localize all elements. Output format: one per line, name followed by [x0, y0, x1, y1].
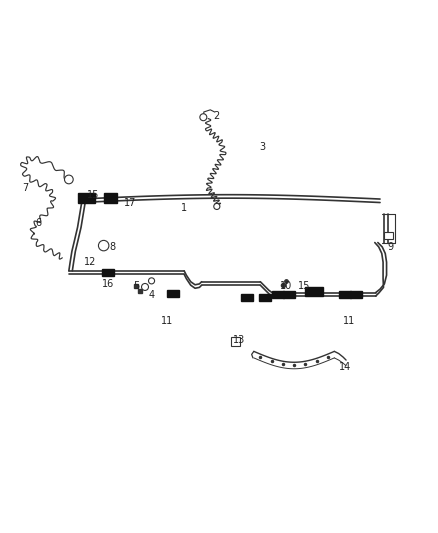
Bar: [272, 291, 284, 298]
Text: 6: 6: [35, 218, 42, 228]
Circle shape: [200, 114, 207, 120]
Bar: [385, 232, 393, 239]
Text: 13: 13: [233, 335, 245, 345]
Bar: [241, 294, 253, 301]
Bar: [339, 291, 351, 298]
Bar: [350, 291, 362, 298]
Bar: [167, 290, 180, 297]
Text: 8: 8: [110, 242, 116, 252]
Circle shape: [64, 175, 73, 184]
Text: 5: 5: [133, 281, 139, 291]
Text: 17: 17: [124, 198, 136, 208]
Text: 11: 11: [161, 316, 173, 326]
Text: 12: 12: [85, 257, 97, 267]
Bar: [305, 287, 322, 296]
Text: 3: 3: [259, 142, 265, 152]
Text: 1: 1: [181, 203, 187, 213]
Text: 14: 14: [339, 361, 351, 372]
Bar: [258, 294, 271, 301]
Circle shape: [141, 284, 148, 290]
Text: 16: 16: [102, 279, 114, 289]
Text: 10: 10: [280, 281, 293, 291]
Text: 15: 15: [298, 281, 310, 291]
Bar: [283, 291, 295, 298]
Circle shape: [99, 240, 109, 251]
Text: 15: 15: [87, 190, 99, 200]
Text: 9: 9: [388, 242, 394, 252]
Text: 11: 11: [343, 316, 356, 326]
Circle shape: [214, 204, 220, 209]
Circle shape: [148, 278, 155, 284]
Text: 7: 7: [22, 183, 28, 193]
Bar: [231, 337, 240, 346]
Text: 4: 4: [148, 290, 155, 300]
Bar: [102, 269, 114, 276]
Bar: [104, 193, 117, 203]
Bar: [78, 193, 95, 203]
Text: 2: 2: [214, 111, 220, 122]
